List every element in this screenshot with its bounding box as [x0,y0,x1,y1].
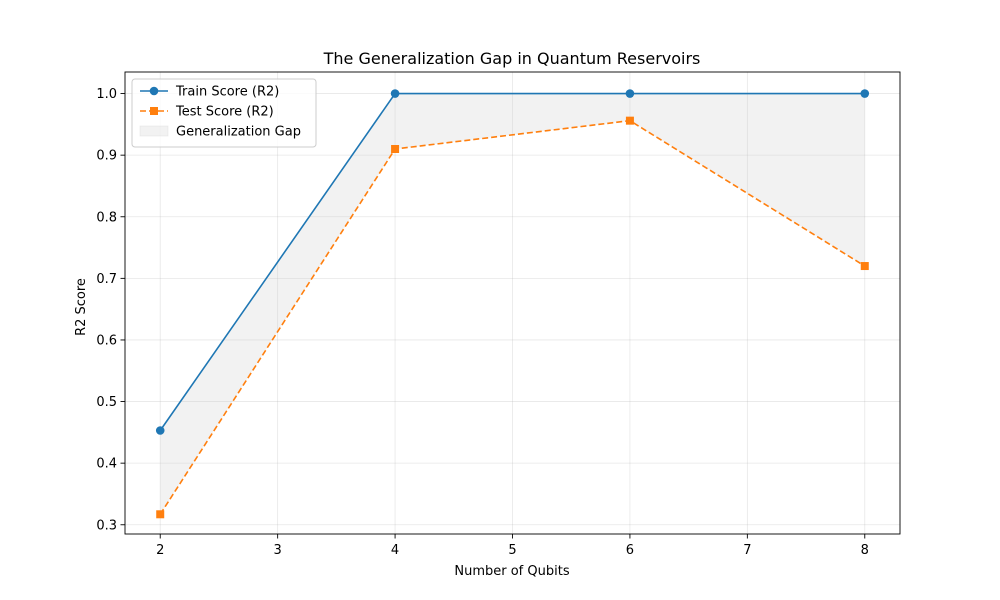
test-score-point [860,262,869,271]
train-score-point [155,426,165,435]
plot-area: 2 3 4 5 6 7 8 0.3 0.4 0.5 0.6 0.7 0.8 0.9 1.0 [96,71,901,558]
y-tick-label: 1.0 [96,87,117,102]
x-tick-label: 8 [861,543,869,558]
y-tick-label: 0.5 [96,395,117,410]
chart-title: The Generalization Gap in Quantum Reserv… [323,49,701,68]
y-tick-label: 0.7 [96,272,117,287]
y-tick-label: 0.9 [96,149,117,164]
y-tick-label: 0.8 [96,210,117,225]
x-tick-label: 5 [508,543,516,558]
test-score-point [391,145,400,153]
test-score-line [159,119,866,515]
train-score-point [625,89,635,98]
x-axis-label: Number of Qubits [454,564,569,579]
legend-label: Train Score (R2) [175,85,279,100]
test-score-point [625,116,634,125]
y-tick-label: 0.6 [96,333,117,348]
x-tick-label: 4 [391,543,399,558]
axes-background [125,72,900,534]
legend-test-entry: Test Score (R2) [140,105,274,120]
test-score-point [156,510,165,519]
legend-square-marker [150,107,158,115]
y-axis-label: R2 Score [74,278,89,336]
legend-patch-swatch [139,125,169,137]
y-tick-label: 0.4 [96,457,117,472]
legend-box [131,78,317,148]
x-tick-label: 7 [743,543,751,558]
legend-gap-entry: Generalization Gap [139,125,301,140]
x-tick-label: 3 [274,543,282,558]
y-tick-label: 0.3 [96,518,117,533]
generalization-gap-fill [160,93,865,515]
legend-label: Generalization Gap [176,125,301,140]
legend-label: Test Score (R2) [175,105,274,120]
x-tick-label: 6 [626,543,634,558]
train-score-point [390,89,400,98]
legend-circle-marker [149,86,159,96]
legend-train-entry: Train Score (R2) [140,85,279,100]
train-score-point [860,89,870,98]
x-tick-label: 2 [156,543,164,558]
legend: Train Score (R2) Test Score (R2) Generaliz… [131,78,317,148]
train-score-line [159,92,865,431]
